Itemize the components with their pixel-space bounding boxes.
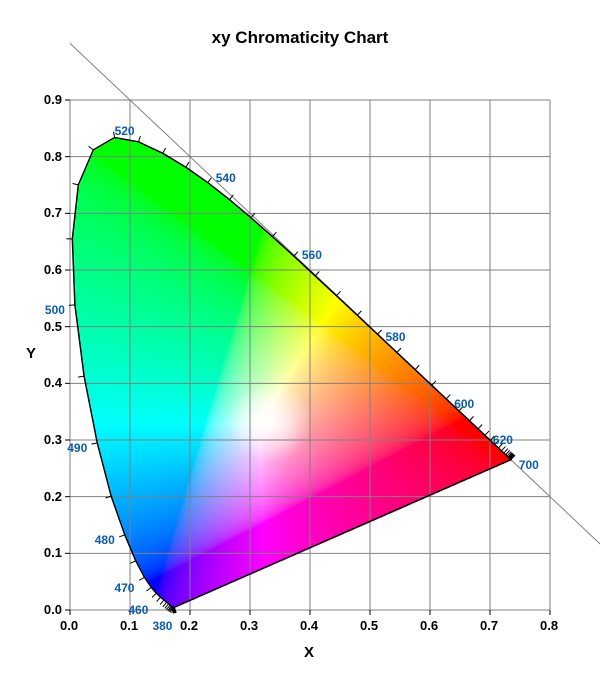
wavelength-tick <box>152 593 156 597</box>
ytick-label: 0.1 <box>44 545 62 560</box>
wavelength-label: 480 <box>95 533 115 547</box>
wavelength-label: 460 <box>128 603 148 617</box>
x-axis-label: X <box>304 644 314 661</box>
xtick-label: 0.5 <box>360 618 378 633</box>
wavelength-tick <box>119 535 125 537</box>
wavelength-tick <box>146 587 151 591</box>
xtick-label: 0.3 <box>240 618 258 633</box>
wavelength-tick <box>469 416 473 420</box>
wavelength-tick <box>186 162 189 167</box>
ytick-label: 0.0 <box>44 602 62 617</box>
xtick-label: 0.2 <box>180 618 198 633</box>
wavelength-tick <box>163 148 166 153</box>
ytick-label: 0.2 <box>44 489 62 504</box>
ytick-label: 0.6 <box>44 262 62 277</box>
wavelength-label: 560 <box>302 248 322 262</box>
wavelength-label: 520 <box>115 124 135 138</box>
wavelength-tick <box>91 443 97 444</box>
xtick-label: 0.7 <box>480 618 498 633</box>
plot-overlay <box>70 100 550 610</box>
wavelength-tick <box>397 348 401 352</box>
wavelength-label: 580 <box>386 330 406 344</box>
wavelength-label: 490 <box>67 441 87 455</box>
ytick-label: 0.4 <box>44 375 62 390</box>
chart-title: xy Chromaticity Chart <box>0 28 600 48</box>
wavelength-tick <box>139 577 144 580</box>
xtick-label: 0.1 <box>120 618 138 633</box>
ytick-label: 0.7 <box>44 205 62 220</box>
wavelength-label: 620 <box>493 433 513 447</box>
wavelength-label: 600 <box>454 397 474 411</box>
xtick-label: 0.8 <box>540 618 558 633</box>
wavelength-tick <box>78 376 84 377</box>
wavelength-tick <box>160 600 164 605</box>
wavelength-label: 540 <box>216 171 236 185</box>
xtick-label: 0.6 <box>420 618 438 633</box>
wavelength-tick <box>315 271 319 275</box>
wavelength-tick <box>378 330 382 334</box>
wavelength-label: 500 <box>45 303 65 317</box>
xtick-label: 0.4 <box>300 618 318 633</box>
ytick-label: 0.3 <box>44 432 62 447</box>
ytick-label: 0.5 <box>44 319 62 334</box>
wavelength-tick <box>478 424 482 428</box>
wavelength-label: 700 <box>519 458 539 472</box>
wavelength-label: 470 <box>114 581 134 595</box>
y-axis-label: Y <box>26 345 36 362</box>
spectral-locus-outline <box>72 138 510 608</box>
wavelength-tick <box>415 365 419 369</box>
wavelength-tick <box>357 311 361 315</box>
wavelength-tick <box>157 597 161 601</box>
wavelength-tick <box>130 561 135 564</box>
xtick-label: 0.0 <box>60 618 78 633</box>
wavelength-label: 380 <box>152 619 172 633</box>
wavelength-tick <box>294 252 298 256</box>
wavelength-tick <box>446 395 450 399</box>
ytick-label: 0.9 <box>44 92 62 107</box>
chromaticity-plot <box>70 100 550 610</box>
wavelength-tick <box>73 184 79 185</box>
wavelength-tick <box>69 305 75 306</box>
wavelength-tick <box>336 291 340 295</box>
ytick-label: 0.8 <box>44 149 62 164</box>
wavelength-tick <box>485 431 489 435</box>
wavelength-tick <box>89 146 94 150</box>
wavelength-tick <box>139 136 141 142</box>
wavelength-tick <box>208 178 212 183</box>
